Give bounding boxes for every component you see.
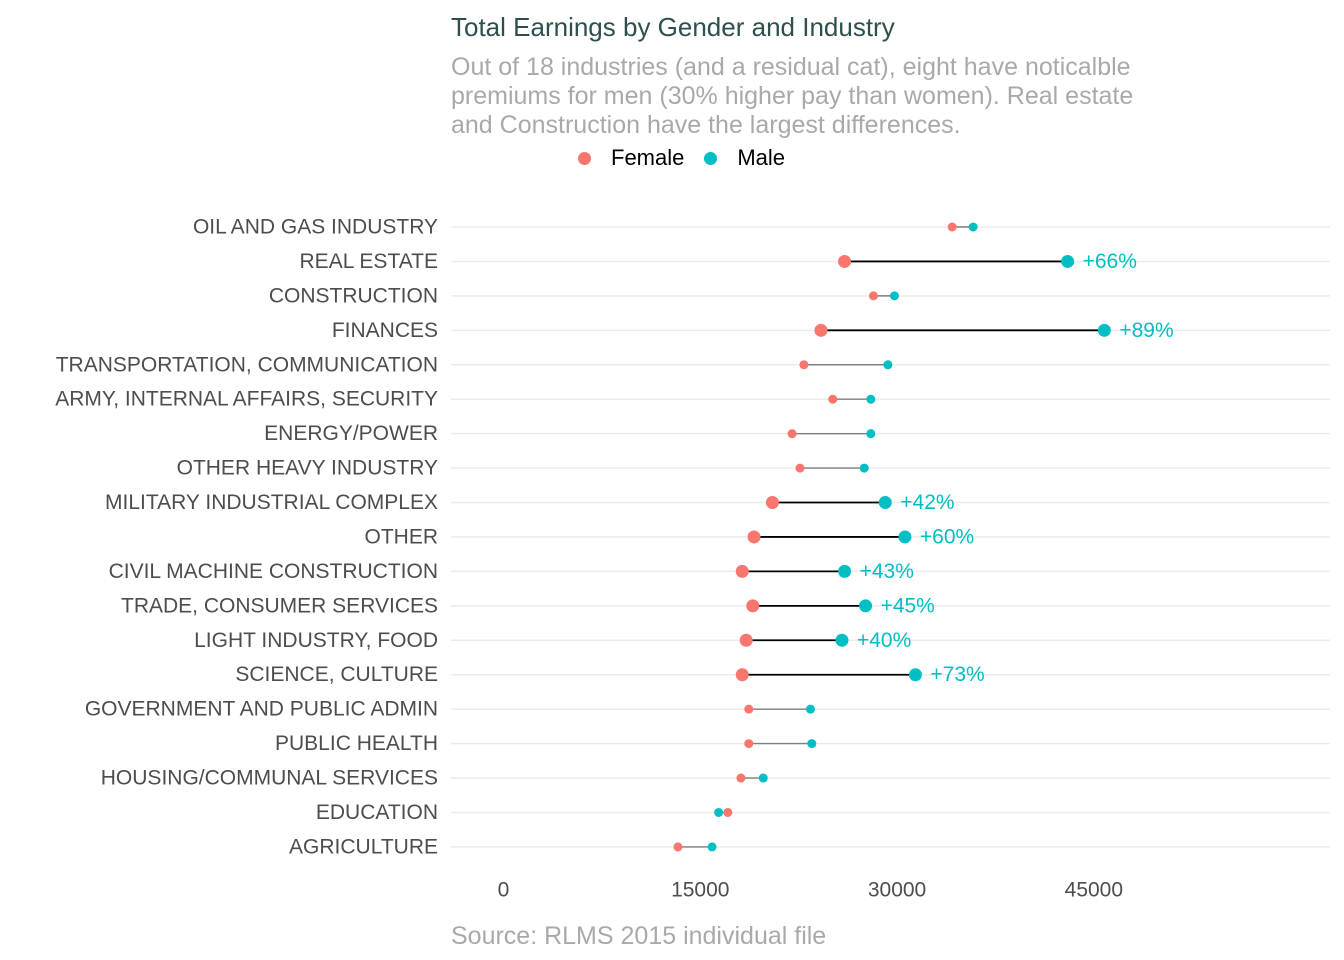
- male-point: [838, 564, 852, 578]
- category-label: FINANCES: [332, 319, 438, 342]
- male-point: [859, 463, 869, 473]
- male-point: [866, 394, 876, 404]
- male-point: [908, 668, 922, 682]
- category-label: SCIENCE, CULTURE: [235, 663, 438, 686]
- female-point: [814, 323, 828, 337]
- premium-label: +66%: [1083, 250, 1137, 273]
- female-point: [723, 807, 733, 817]
- male-point: [707, 842, 717, 852]
- female-point: [799, 360, 809, 370]
- premium-label: +73%: [930, 663, 984, 686]
- category-label: TRANSPORTATION, COMMUNICATION: [56, 353, 438, 376]
- male-point: [889, 291, 899, 301]
- premium-label: +89%: [1119, 319, 1173, 342]
- category-label: CONSTRUCTION: [269, 284, 438, 307]
- female-point: [947, 222, 957, 232]
- female-point: [736, 773, 746, 783]
- male-point: [1061, 254, 1075, 268]
- male-point: [859, 599, 873, 613]
- legend-item-female: Female: [578, 145, 684, 171]
- male-point: [866, 429, 876, 439]
- category-label: OTHER: [365, 525, 439, 548]
- female-point: [765, 496, 779, 510]
- female-point: [744, 704, 754, 714]
- premium-label: +40%: [857, 629, 911, 652]
- category-label: OIL AND GAS INDUSTRY: [193, 216, 438, 239]
- male-point: [1097, 323, 1111, 337]
- female-point: [795, 463, 805, 473]
- category-label: ARMY, INTERNAL AFFAIRS, SECURITY: [55, 388, 438, 411]
- chart-legend: Female Male: [578, 144, 805, 172]
- male-point: [714, 807, 724, 817]
- male-point: [807, 739, 817, 749]
- male-point: [968, 222, 978, 232]
- female-point: [735, 564, 749, 578]
- premium-label: +60%: [920, 525, 974, 548]
- premium-label: +45%: [881, 594, 935, 617]
- category-label: ENERGY/POWER: [264, 422, 438, 445]
- category-label: CIVIL MACHINE CONSTRUCTION: [109, 560, 438, 583]
- chart-subtitle: Out of 18 industries (and a residual cat…: [451, 53, 1251, 140]
- male-point: [883, 360, 893, 370]
- female-point: [739, 633, 753, 647]
- premium-label: +42%: [900, 491, 954, 514]
- legend-label-female: Female: [611, 145, 685, 170]
- subtitle-line: premiums for men (30% higher pay than wo…: [451, 82, 1134, 110]
- legend-swatch-male: [704, 151, 718, 165]
- female-point: [735, 668, 749, 682]
- category-label: TRADE, CONSUMER SERVICES: [121, 594, 438, 617]
- category-label: GOVERNMENT AND PUBLIC ADMIN: [85, 698, 438, 721]
- male-point: [835, 633, 849, 647]
- category-label: EDUCATION: [316, 801, 438, 824]
- premium-label: +43%: [860, 560, 914, 583]
- category-label: PUBLIC HEALTH: [275, 732, 438, 755]
- category-label: OTHER HEAVY INDUSTRY: [177, 457, 438, 480]
- male-point: [758, 773, 768, 783]
- x-tick-label: 45000: [1065, 879, 1123, 902]
- female-point: [838, 254, 852, 268]
- x-tick-label: 15000: [671, 879, 729, 902]
- category-label: MILITARY INDUSTRIAL COMPLEX: [105, 491, 438, 514]
- female-point: [868, 291, 878, 301]
- legend-item-male: Male: [704, 145, 785, 171]
- category-label: LIGHT INDUSTRY, FOOD: [194, 629, 438, 652]
- subtitle-line: and Construction have the largest differ…: [451, 111, 961, 139]
- x-tick-label: 0: [498, 879, 510, 902]
- subtitle-line: Out of 18 industries (and a residual cat…: [451, 53, 1131, 81]
- chart-title: Total Earnings by Gender and Industry: [451, 12, 895, 42]
- category-label: AGRICULTURE: [289, 835, 438, 858]
- male-point: [805, 704, 815, 714]
- female-point: [747, 530, 761, 544]
- female-point: [787, 429, 797, 439]
- male-point: [878, 496, 892, 510]
- female-point: [673, 842, 683, 852]
- legend-label-male: Male: [737, 145, 786, 170]
- x-tick-label: 30000: [868, 879, 926, 902]
- category-label: HOUSING/COMMUNAL SERVICES: [101, 767, 438, 790]
- female-point: [828, 394, 838, 404]
- male-point: [898, 530, 912, 544]
- legend-swatch-female: [578, 151, 591, 165]
- female-point: [746, 599, 760, 613]
- category-label: REAL ESTATE: [300, 250, 438, 273]
- female-point: [744, 739, 754, 749]
- chart-caption: Source: RLMS 2015 individual file: [451, 922, 827, 950]
